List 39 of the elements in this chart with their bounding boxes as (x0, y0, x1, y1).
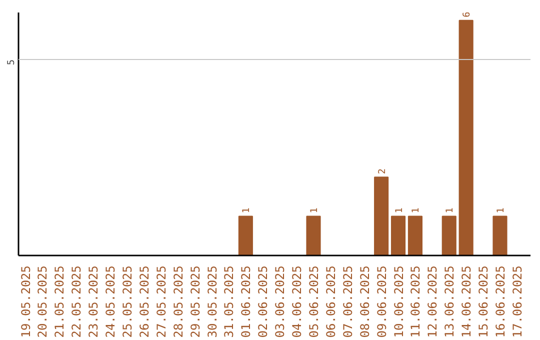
x-tick-label: 25.05.2025 (120, 265, 135, 338)
x-tick-label: 05.06.2025 (306, 265, 321, 338)
x-tick-label: 26.05.2025 (137, 265, 152, 338)
data-label: 1 (410, 208, 422, 214)
x-tick-label: 22.05.2025 (70, 265, 84, 338)
data-label: 1 (495, 208, 506, 214)
data-label: 1 (241, 208, 252, 214)
x-tick-label: 14.06.2025 (460, 265, 474, 338)
x-tick-label: 11.06.2025 (408, 265, 423, 338)
x-tick-label: 08.06.2025 (358, 265, 372, 338)
x-tick-label: 29.05.2025 (188, 265, 202, 338)
x-tick-label: 09.06.2025 (374, 265, 389, 338)
data-label: 6 (462, 11, 473, 18)
x-tick-label: 03.06.2025 (273, 265, 288, 338)
x-tick-label: 04.06.2025 (290, 265, 304, 338)
x-tick-label: 28.05.2025 (171, 265, 186, 338)
x-tick-label: 17.06.2025 (510, 265, 524, 338)
x-tick-label: 20.05.2025 (36, 265, 50, 338)
data-label: 1 (394, 208, 405, 214)
x-tick-label: 13.06.2025 (442, 265, 457, 338)
x-tick-label: 06.06.2025 (324, 265, 338, 338)
x-tick-label: 24.05.2025 (104, 265, 118, 338)
ref-line-label: 5 (6, 60, 17, 66)
x-tick-label: 15.06.2025 (476, 265, 491, 338)
data-label: 1 (444, 208, 456, 214)
x-tick-label: 19.05.2025 (18, 265, 33, 338)
x-tick-label: 02.06.2025 (256, 265, 270, 338)
data-label: 2 (376, 168, 388, 174)
x-tick-label: 31.05.2025 (222, 265, 236, 338)
x-tick-label: 23.05.2025 (86, 265, 101, 338)
x-tick-label: 07.06.2025 (340, 265, 355, 338)
x-tick-label: 12.06.2025 (426, 265, 440, 338)
x-tick-label: 27.05.2025 (154, 265, 168, 338)
x-tick-label: 30.05.2025 (205, 265, 220, 338)
x-tick-label: 21.05.2025 (52, 265, 67, 338)
x-tick-label: 01.06.2025 (239, 265, 254, 338)
x-tick-label: 16.06.2025 (493, 265, 508, 338)
data-label: 1 (308, 208, 320, 214)
x-tick-label: 10.06.2025 (392, 265, 406, 338)
